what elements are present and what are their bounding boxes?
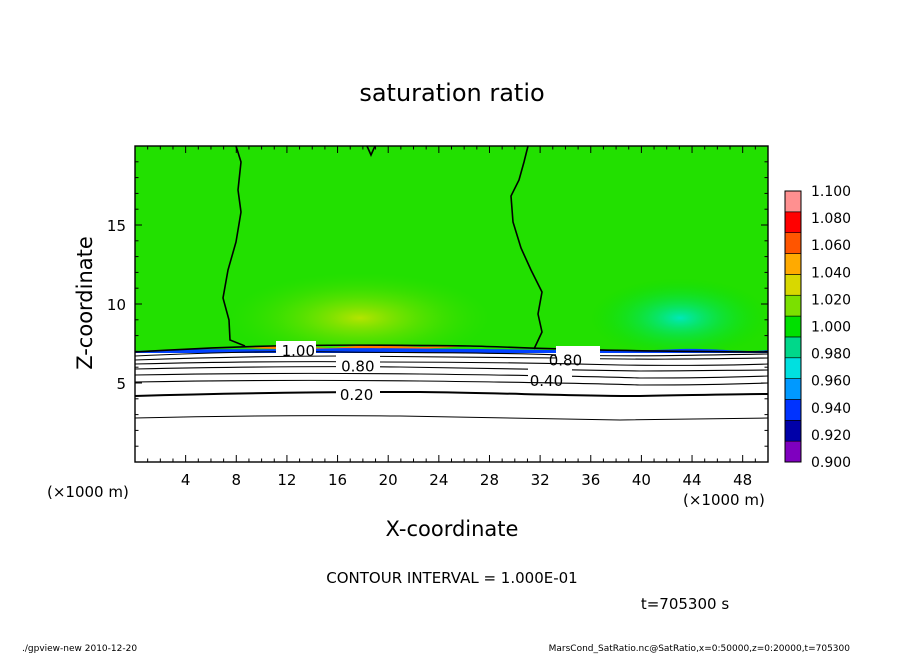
colorbar: 0.900 0.920 0.940 0.960 0.980 1.000 1.020 1.040… [784,184,851,471]
plot-area [135,146,768,462]
x-tick-label: 16 [328,471,347,489]
colorbar-frame [784,190,802,463]
contour-label: 0.80 [549,351,582,369]
colorbar-label: 0.940 [811,401,851,417]
contour-labels: 1.00 0.80 0.80 0.40 0.20 [282,342,583,404]
contour-label-bg [336,385,380,400]
colorbar-label: 1.080 [811,211,851,227]
colorbar-bin [784,336,802,359]
contour-label-bg [528,367,572,382]
x-tick-label: 32 [531,471,550,489]
contour-label: 0.80 [341,358,374,376]
y-tick-label: 15 [107,217,126,235]
x-tick-label: 8 [232,471,242,489]
contour-label: 1.00 [282,342,315,360]
colorbar-bin [784,315,802,338]
colorbar-label: 0.980 [811,347,851,363]
x-tick-label: 20 [379,471,398,489]
colorbar-bin [784,399,802,421]
time-label: t=705300 s [641,595,729,613]
y-tick-label: 10 [107,296,126,314]
contour-label-bg [276,341,316,355]
x-tick-label: 28 [480,471,499,489]
x-tick-label: 12 [277,471,296,489]
x-axis-label: X-coordinate [386,517,519,541]
y-axis-label: Z-coordinate [73,236,97,370]
x-tick-label: 36 [581,471,600,489]
x-tick-label: 40 [632,471,651,489]
warm-region [230,273,490,363]
colorbar-bin [784,190,802,213]
contour-interval: CONTOUR INTERVAL = 1.000E-01 [326,569,577,587]
contour-label-bg [556,346,600,360]
colorbar-bin [784,211,802,233]
y-axis-ticks: 5 10 15 [107,161,768,447]
x-axis-unit-left: (×1000 m) [47,483,129,501]
colorbar-bin [784,378,802,400]
colorbar-bin [784,357,802,379]
x-tick-label: 44 [682,471,701,489]
footer-right: MarsCond_SatRatio.nc@SatRatio,x=0:50000,… [549,644,851,654]
x-tick-label: 48 [733,471,752,489]
colorbar-label: 0.920 [811,428,851,444]
colorbar-label: 0.960 [811,374,851,390]
contour-label-bg [336,354,380,368]
colorbar-label: 1.100 [811,184,851,200]
colorbar-label: 1.020 [811,292,851,308]
colorbar-label: 0.900 [811,455,851,471]
chart-title: saturation ratio [359,79,544,107]
colorbar-label: 1.040 [811,265,851,281]
x-tick-label: 4 [181,471,191,489]
colorbar-bin [784,420,802,442]
contour-1.00 [135,146,768,353]
x-tick-label: 24 [429,471,448,489]
colorbar-bin [784,232,802,254]
y-tick-label: 5 [116,375,126,393]
colorbar-bin [784,253,802,275]
x-axis-ticks: 4 8 12 16 20 24 28 32 36 40 44 48 [147,146,756,489]
x-axis-unit-right: (×1000 m) [683,491,765,509]
subsaturated-region [135,351,768,462]
colorbar-bin [784,294,802,317]
colorbar-label: 1.000 [811,320,851,336]
colorbar-bin [784,274,802,296]
footer-left: ./gpview-new 2010-12-20 [22,644,137,654]
cool-region [590,278,768,358]
contour-label: 0.20 [340,386,373,404]
contour-lines [135,351,768,421]
contour-label: 0.40 [530,372,563,390]
colorbar-label: 1.060 [811,238,851,254]
colorbar-bin [784,440,802,463]
